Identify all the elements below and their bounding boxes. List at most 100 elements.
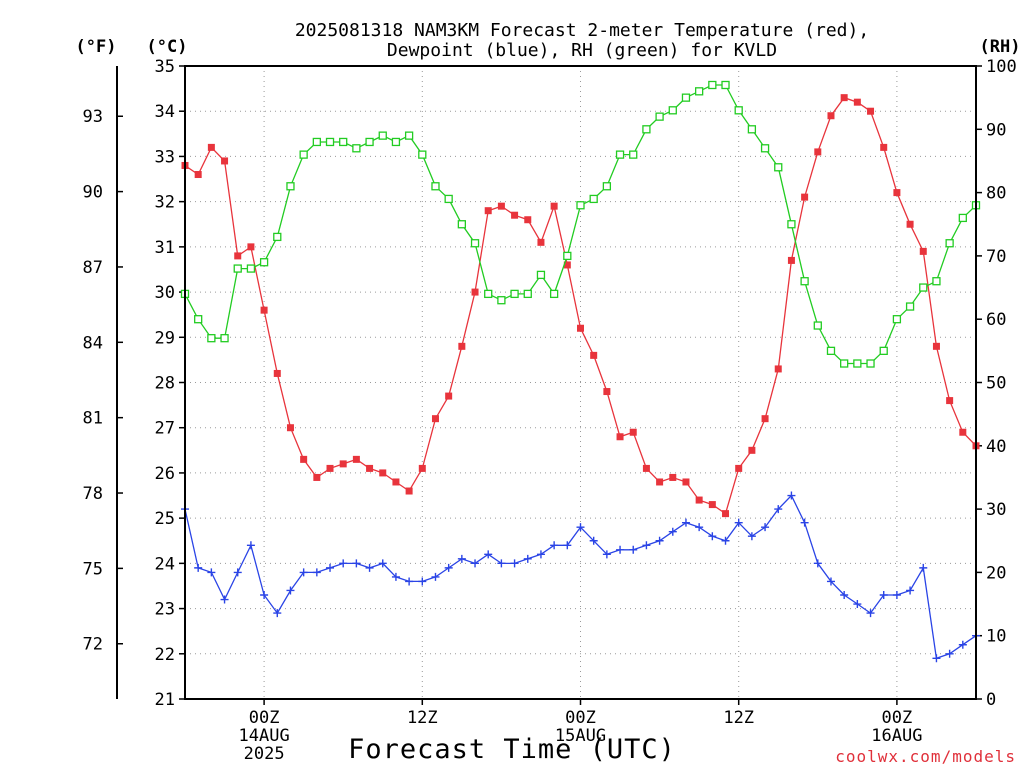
temperature-point xyxy=(629,428,637,436)
dewpoint-point xyxy=(457,554,466,563)
temperature-point xyxy=(814,148,822,156)
temperature-point xyxy=(735,464,743,472)
x-date-label: 16AUG xyxy=(871,726,922,746)
temperature-point xyxy=(339,460,347,468)
temperature-point xyxy=(682,478,690,486)
temperature-point xyxy=(761,415,769,423)
fahrenheit-tick-label: 93 xyxy=(83,107,103,127)
rh-point xyxy=(273,232,282,242)
series-layer xyxy=(180,80,981,663)
rh-point xyxy=(207,334,216,343)
rh-point xyxy=(246,264,256,273)
temperature-point xyxy=(366,464,374,472)
dewpoint-point xyxy=(919,563,928,572)
dewpoint-point xyxy=(246,541,255,550)
dewpoint-point xyxy=(826,577,835,586)
dewpoint-point xyxy=(866,609,875,618)
fahrenheit-tick-label: 81 xyxy=(83,409,103,429)
rh-point xyxy=(958,213,967,223)
temperature-point xyxy=(827,112,835,120)
temperature-point xyxy=(458,342,466,350)
dewpoint-point xyxy=(391,572,400,581)
rh-point xyxy=(563,251,572,261)
temperature-point xyxy=(893,189,901,197)
temperature-point xyxy=(537,238,545,246)
temperature-point xyxy=(946,397,954,405)
rh-point xyxy=(444,194,453,204)
rh-point xyxy=(919,283,928,292)
dewpoint-point xyxy=(576,523,585,532)
temperature-point xyxy=(853,98,861,106)
dewpoint-point xyxy=(339,559,348,568)
dewpoint-point xyxy=(563,541,572,550)
chart-title-line2: Dewpoint (blue), RH (green) for KVLD xyxy=(387,40,777,61)
dewpoint-point xyxy=(945,649,954,658)
rh-point xyxy=(840,359,849,368)
rh-point xyxy=(853,359,862,368)
rh-point xyxy=(470,239,480,248)
rh-point xyxy=(589,194,598,204)
rh-point xyxy=(642,125,651,134)
temperature-point xyxy=(577,324,584,332)
rh-point xyxy=(365,137,374,147)
rh-point xyxy=(655,112,664,121)
temperature-point xyxy=(471,288,479,296)
credit-text[interactable]: coolwx.com/models xyxy=(835,747,1016,766)
temperature-point xyxy=(234,252,242,260)
rh-tick-label: 40 xyxy=(986,437,1006,457)
celsius-tick-label: 23 xyxy=(155,600,175,620)
dewpoint-point xyxy=(853,600,862,609)
temperature-point xyxy=(880,143,888,151)
rh-point xyxy=(312,137,321,147)
celsius-tick-label: 27 xyxy=(155,419,175,439)
plot-frame xyxy=(184,65,977,700)
dewpoint-point xyxy=(721,536,730,545)
temperature-point xyxy=(603,388,611,396)
rh-point xyxy=(339,137,348,147)
temperature-point xyxy=(313,473,321,481)
dewpoint-point xyxy=(431,572,440,581)
rh-point xyxy=(760,144,770,153)
rh-point xyxy=(826,346,836,356)
fahrenheit-tick-label: 72 xyxy=(83,635,103,655)
temperature-point xyxy=(801,193,809,201)
dewpoint-point xyxy=(695,523,704,532)
rh-point xyxy=(523,289,532,299)
rh-point xyxy=(484,289,493,299)
temperature-point xyxy=(286,424,294,432)
rh-point xyxy=(286,182,295,191)
celsius-tick-label: 29 xyxy=(155,328,175,348)
rh-tick-label: 10 xyxy=(986,627,1006,647)
x-axis-title: Forecast Time (UTC) xyxy=(348,734,676,765)
axis-ticks: 21 22 23 24 25 26 27 28 29 30 31 32 33 34 35 72 75 78 81 84… xyxy=(83,57,1017,764)
dewpoint-point xyxy=(510,559,519,568)
fahrenheit-tick-label: 75 xyxy=(83,559,103,579)
rh-tick-label: 70 xyxy=(986,247,1006,267)
dewpoint-point xyxy=(220,595,229,604)
dewpoint-point xyxy=(312,568,321,577)
rh-point xyxy=(259,258,269,267)
rh-tick-label: 100 xyxy=(986,57,1017,77)
rh-point xyxy=(233,264,242,273)
dewpoint-point xyxy=(589,536,598,545)
dewpoint-point xyxy=(747,532,756,541)
rh-point xyxy=(708,80,717,90)
temperature-point xyxy=(590,351,598,359)
rh-point xyxy=(378,131,387,140)
rh-point xyxy=(220,334,229,343)
temperature-point xyxy=(708,501,716,509)
celsius-tick-label: 22 xyxy=(155,645,175,665)
temperature-point xyxy=(273,369,281,377)
rh-point xyxy=(457,220,467,229)
rh-point xyxy=(695,87,704,96)
dewpoint-point xyxy=(418,577,427,586)
celsius-tick-label: 24 xyxy=(155,554,175,574)
temperature-point xyxy=(445,392,453,400)
rh-point xyxy=(615,150,625,159)
rh-point xyxy=(194,315,203,324)
fahrenheit-unit-label: (°F) xyxy=(76,37,117,57)
rh-point xyxy=(800,277,809,286)
temperature-point xyxy=(919,247,927,255)
temperature-point xyxy=(656,478,664,486)
